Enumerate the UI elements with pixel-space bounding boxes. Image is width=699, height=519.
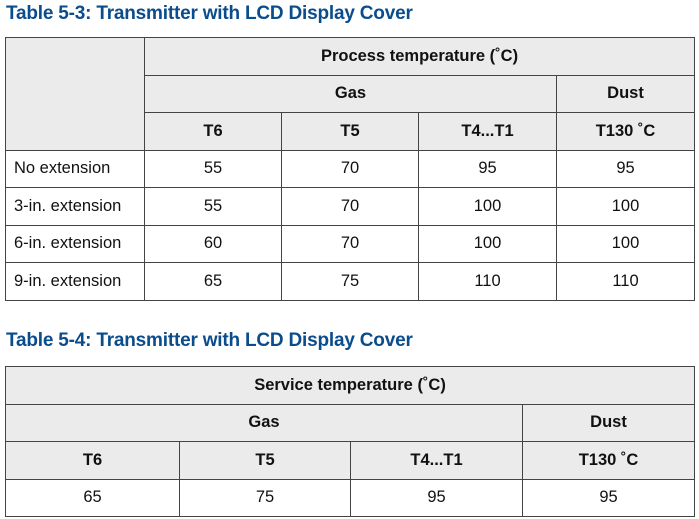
cell: 55	[144, 187, 282, 226]
process-temperature-header: Process temperature (˚C)	[143, 37, 696, 76]
table-5-4-title: Table 5-4: Transmitter with LCD Display …	[6, 330, 413, 351]
table-row: 65 75 95 95	[5, 478, 696, 517]
cell: 75	[281, 262, 419, 301]
column-header: T4...T1	[418, 112, 557, 151]
cell: 65	[144, 262, 282, 301]
table-row: 9-in. extension 65 75 110 110	[5, 262, 696, 301]
empty-corner-cell	[5, 37, 145, 151]
gas-header: Gas	[144, 74, 557, 113]
cell: 70	[281, 149, 419, 188]
row-label: 3-in. extension	[5, 187, 145, 226]
cell: 65	[5, 478, 180, 517]
column-header: T6	[144, 112, 282, 151]
column-header: T4...T1	[350, 441, 523, 480]
cell: 100	[418, 224, 557, 263]
table-5-3-title: Table 5-3: Transmitter with LCD Display …	[6, 3, 413, 24]
column-header: T5	[179, 441, 351, 480]
cell: 70	[281, 187, 419, 226]
cell: 110	[418, 262, 557, 301]
column-header: T5	[281, 112, 419, 151]
table-5-4: Service temperature (˚C) Gas Dust T6 T5 …	[4, 366, 696, 517]
cell: 100	[418, 187, 557, 226]
column-header: T130 ˚C	[555, 112, 696, 151]
cell: 55	[144, 149, 282, 188]
table-row: 6-in. extension 60 70 100 100	[5, 224, 696, 263]
cell: 95	[418, 149, 557, 188]
cell: 95	[350, 478, 523, 517]
row-label: 6-in. extension	[5, 224, 145, 263]
cell: 100	[555, 187, 696, 226]
service-temperature-header: Service temperature (˚C)	[4, 366, 696, 405]
table-5-3: Process temperature (˚C) Gas Dust T6 T5 …	[5, 37, 696, 301]
cell: 95	[555, 149, 696, 188]
column-header: T130 ˚C	[521, 441, 696, 480]
table-row: No extension 55 70 95 95	[5, 149, 696, 188]
row-label: No extension	[5, 149, 145, 188]
gas-header: Gas	[5, 403, 523, 442]
cell: 95	[521, 478, 696, 517]
row-label: 9-in. extension	[5, 262, 145, 301]
table-row: 3-in. extension 55 70 100 100	[5, 187, 696, 226]
cell: 70	[281, 224, 419, 263]
cell: 110	[555, 262, 696, 301]
cell: 60	[144, 224, 282, 263]
column-header: T6	[5, 441, 180, 480]
cell: 75	[179, 478, 351, 517]
cell: 100	[555, 224, 696, 263]
dust-header: Dust	[521, 403, 696, 442]
dust-header: Dust	[555, 74, 696, 113]
